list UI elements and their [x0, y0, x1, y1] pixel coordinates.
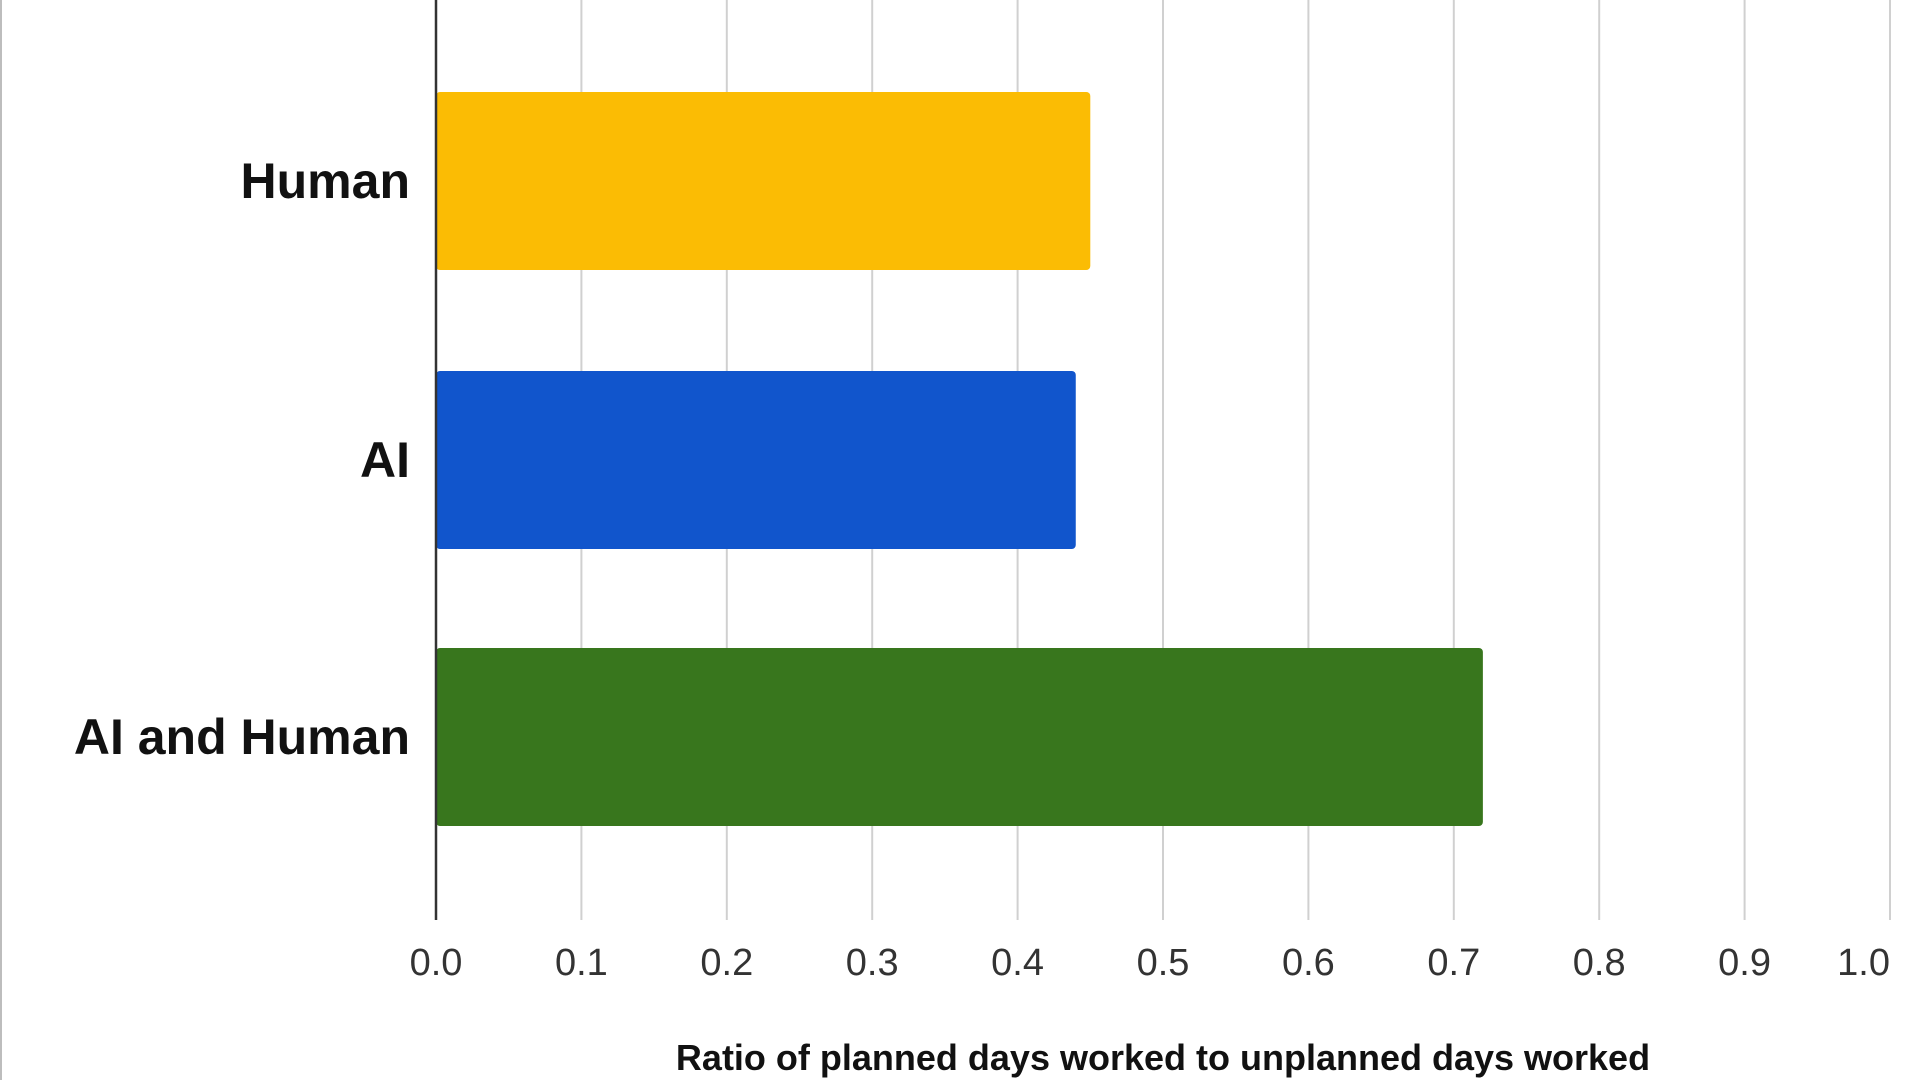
- bar-ai-and-human: [436, 648, 1483, 826]
- x-tick-label-0-8: 0.8: [1573, 942, 1626, 984]
- x-tick-label-0-5: 0.5: [1137, 942, 1190, 984]
- x-tick-label-0-7: 0.7: [1427, 942, 1480, 984]
- x-axis-title: Ratio of planned days worked to unplanne…: [676, 1037, 1650, 1078]
- x-tick-label-0-2: 0.2: [700, 942, 753, 984]
- bar-ai: [436, 371, 1076, 549]
- category-label-human: Human: [241, 153, 410, 209]
- category-label-ai: AI: [360, 432, 410, 488]
- x-tick-label-0-3: 0.3: [846, 942, 899, 984]
- x-tick-label-0-4: 0.4: [991, 942, 1044, 984]
- x-tick-label-1-0: 1.0: [1837, 942, 1890, 984]
- x-tick-label-0-9: 0.9: [1718, 942, 1771, 984]
- category-labels: Human AI AI and Human: [74, 153, 410, 765]
- x-tick-label-0-1: 0.1: [555, 942, 608, 984]
- category-label-ai-and-human: AI and Human: [74, 709, 410, 765]
- x-tick-label-0-0: 0.0: [410, 942, 463, 984]
- x-tick-label-0-6: 0.6: [1282, 942, 1335, 984]
- bars: [436, 92, 1483, 826]
- x-tick-labels: 0.0 0.1 0.2 0.3 0.4 0.5 0.6 0.7 0.8 0.9 1.0: [410, 942, 1890, 984]
- bar-human: [436, 92, 1091, 270]
